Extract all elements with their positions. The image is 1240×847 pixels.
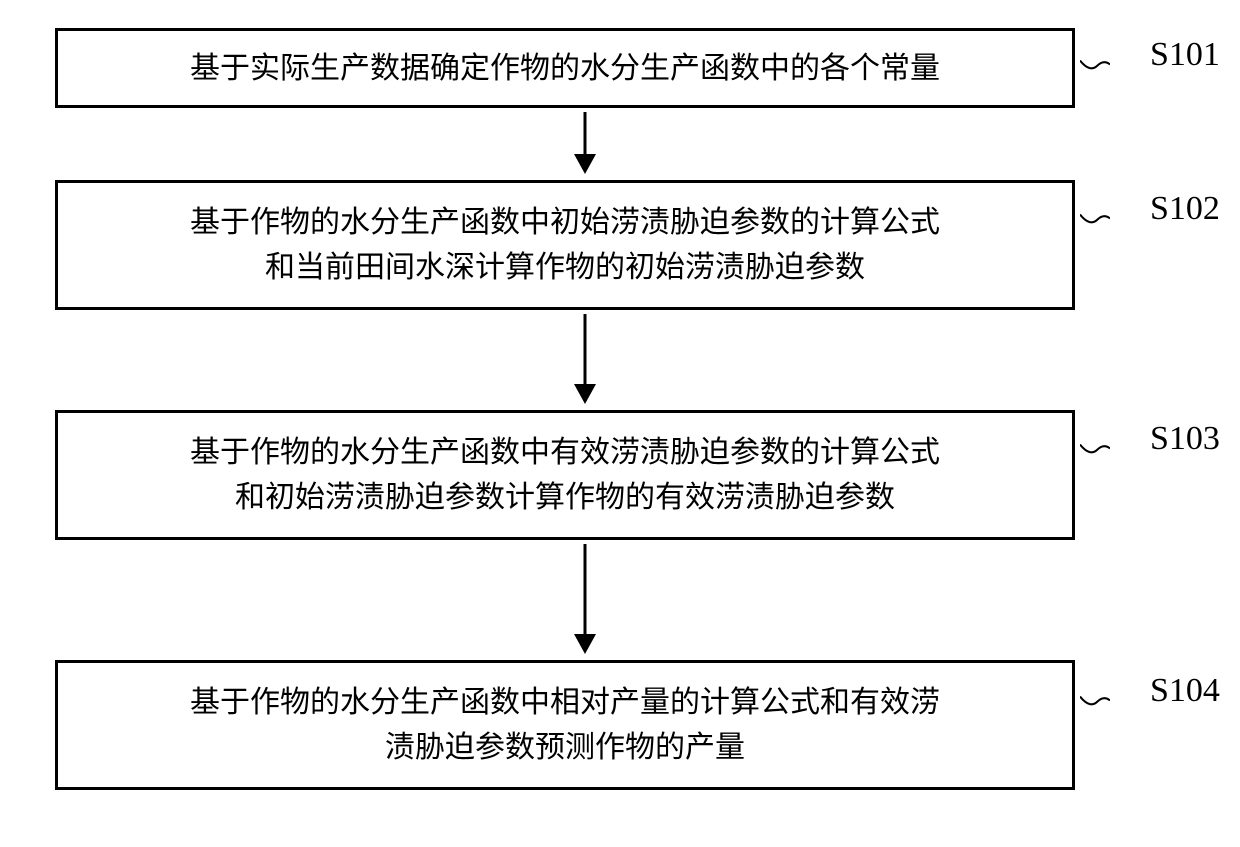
step-box-s101: 基于实际生产数据确定作物的水分生产函数中的各个常量 — [55, 28, 1075, 108]
step-label-s103: S103 — [1150, 420, 1220, 458]
step-text: 基于作物的水分生产函数中相对产量的计算公式和有效涝渍胁迫参数预测作物的产量 — [190, 680, 940, 770]
step-label-s102: S102 — [1150, 190, 1220, 228]
step-box-s104: 基于作物的水分生产函数中相对产量的计算公式和有效涝渍胁迫参数预测作物的产量 — [55, 660, 1075, 790]
label-connector-s101 — [1080, 48, 1110, 88]
step-text: 基于实际生产数据确定作物的水分生产函数中的各个常量 — [190, 46, 940, 91]
step-box-s102: 基于作物的水分生产函数中初始涝渍胁迫参数的计算公式和当前田间水深计算作物的初始涝… — [55, 180, 1075, 310]
label-connector-s104 — [1080, 684, 1110, 724]
step-text: 基于作物的水分生产函数中有效涝渍胁迫参数的计算公式和初始涝渍胁迫参数计算作物的有… — [190, 430, 940, 520]
arrow-s101-s102 — [565, 112, 605, 174]
flowchart-canvas: 基于实际生产数据确定作物的水分生产函数中的各个常量 S101 基于作物的水分生产… — [0, 0, 1240, 847]
arrow-s102-s103 — [565, 314, 605, 404]
step-label-s104: S104 — [1150, 672, 1220, 710]
step-label-s101: S101 — [1150, 36, 1220, 74]
arrow-s103-s104 — [565, 544, 605, 654]
label-connector-s103 — [1080, 432, 1110, 472]
step-box-s103: 基于作物的水分生产函数中有效涝渍胁迫参数的计算公式和初始涝渍胁迫参数计算作物的有… — [55, 410, 1075, 540]
label-connector-s102 — [1080, 202, 1110, 242]
step-text: 基于作物的水分生产函数中初始涝渍胁迫参数的计算公式和当前田间水深计算作物的初始涝… — [190, 200, 940, 290]
